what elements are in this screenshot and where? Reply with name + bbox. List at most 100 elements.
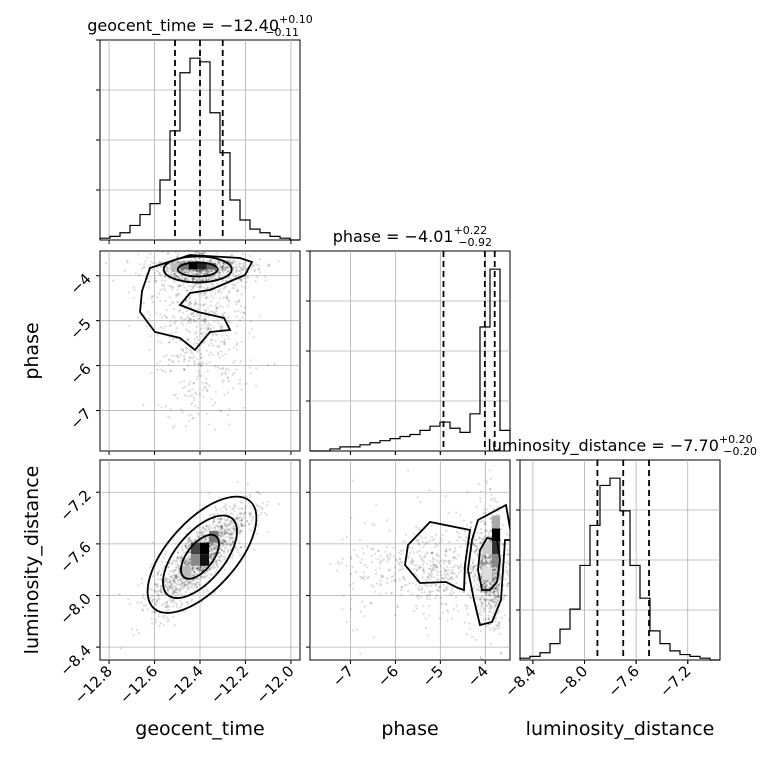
sample-point [484, 618, 488, 621]
sample-point [174, 591, 178, 594]
sample-point [196, 308, 199, 311]
sample-point [400, 588, 403, 592]
sample-point [174, 261, 177, 264]
sample-point [167, 284, 171, 287]
sample-point [202, 257, 205, 261]
sample-point [432, 558, 435, 561]
sample-point [238, 382, 241, 385]
sample-point [485, 557, 488, 560]
sample-point [239, 531, 242, 534]
sample-point [187, 555, 190, 558]
sample-point [233, 287, 236, 290]
sample-point [184, 590, 187, 594]
sample-point [211, 282, 214, 285]
sample-point [221, 313, 225, 316]
sample-point [186, 540, 189, 543]
sample-point [457, 566, 460, 569]
sample-point [243, 523, 246, 526]
sample-point [174, 595, 177, 598]
sample-point [239, 360, 242, 363]
sample-point [408, 562, 412, 565]
sample-point [175, 565, 178, 569]
sample-point [239, 512, 242, 515]
sample-point [255, 263, 258, 266]
sample-point [484, 582, 487, 585]
sample-point [446, 565, 449, 569]
sample-point [351, 479, 354, 482]
sample-point [209, 554, 212, 557]
sample-point [480, 657, 483, 660]
sample-point [483, 563, 486, 566]
sample-point [486, 508, 489, 511]
sample-point [185, 299, 188, 302]
sample-point [237, 551, 240, 554]
sample-point [195, 251, 198, 254]
sample-point [221, 265, 224, 268]
sample-point [243, 312, 246, 315]
sample-point [466, 524, 469, 527]
sample-point [370, 554, 373, 557]
sample-point [170, 288, 174, 291]
sample-point [201, 539, 204, 542]
sample-point [212, 544, 216, 547]
sample-point [258, 492, 261, 495]
sample-point [249, 528, 252, 532]
sample-point [184, 271, 187, 274]
sample-point [160, 560, 164, 564]
sample-point [159, 590, 163, 593]
sample-point [446, 572, 449, 575]
sample-point [165, 309, 168, 312]
sample-point [179, 578, 182, 581]
sample-point [389, 554, 392, 557]
sample-point [173, 589, 176, 592]
sample-point [435, 564, 438, 567]
sample-point [228, 538, 231, 541]
sample-point [398, 563, 401, 566]
sample-point [223, 343, 226, 346]
sample-point [377, 550, 380, 553]
sample-point [238, 525, 241, 529]
sample-point [198, 272, 201, 275]
sample-point [238, 512, 241, 515]
sample-point [207, 568, 211, 571]
sample-point [386, 519, 389, 522]
sample-point [199, 530, 202, 533]
sample-point [226, 269, 230, 272]
density-cell-1 [200, 554, 210, 566]
sample-point [170, 579, 173, 583]
sample-point [224, 266, 227, 269]
sample-point [196, 269, 199, 272]
sample-point [180, 269, 183, 272]
sample-point [496, 598, 500, 601]
sample-point [492, 569, 495, 572]
sample-point [479, 591, 482, 594]
sample-point [186, 560, 189, 563]
sample-point [191, 260, 194, 263]
sample-point [222, 555, 225, 558]
sample-point [495, 507, 498, 510]
sample-point [432, 576, 435, 579]
sample-point [492, 601, 495, 604]
sample-point [155, 603, 158, 606]
sample-point [203, 291, 206, 294]
sample-point [198, 285, 201, 289]
sample-point [481, 562, 484, 566]
sample-point [164, 578, 167, 581]
sample-point [177, 563, 180, 566]
sample-point [239, 546, 242, 549]
sample-point [187, 561, 190, 564]
sample-point [193, 359, 196, 363]
sample-point [231, 507, 234, 511]
sample-point [191, 313, 195, 316]
sample-point [215, 309, 218, 312]
sample-point [202, 576, 205, 579]
sample-point [414, 525, 418, 528]
sample-point [455, 511, 458, 514]
sample-point [215, 509, 218, 512]
sample-point [151, 295, 154, 298]
sample-point [479, 520, 482, 523]
sample-point [174, 590, 177, 594]
sample-point [175, 574, 178, 578]
sample-point [175, 577, 178, 580]
sample-point [194, 584, 197, 587]
